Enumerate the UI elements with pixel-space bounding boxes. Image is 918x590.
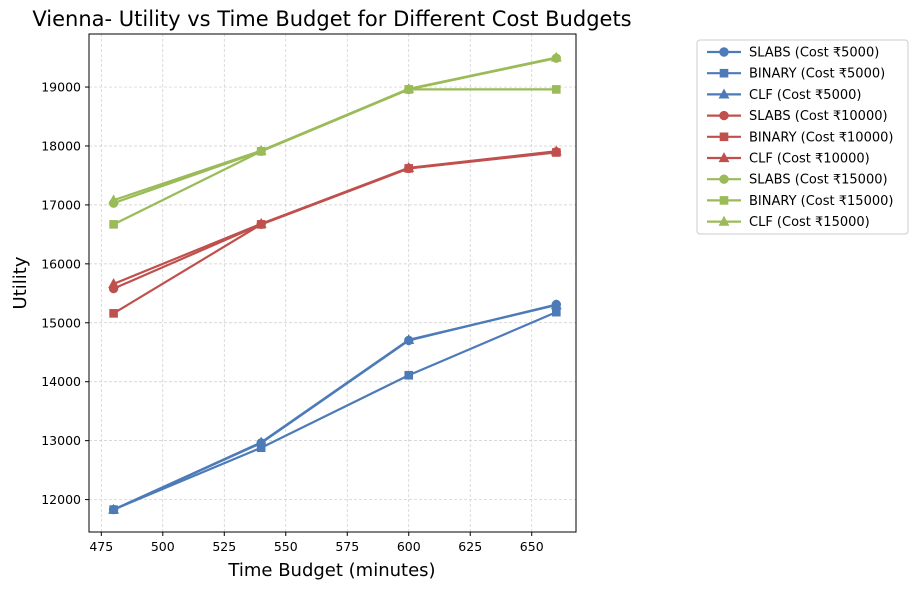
- legend-label: BINARY (Cost ₹10000): [749, 130, 893, 145]
- legend-label: SLABS (Cost ₹15000): [749, 173, 888, 188]
- legend-swatch-marker: [719, 47, 729, 57]
- legend-frame: [696, 39, 909, 235]
- data-point: [404, 370, 414, 380]
- data-point: [403, 334, 415, 344]
- legend-swatch-marker: [718, 88, 730, 99]
- series-line: [113, 304, 557, 511]
- data-point: [109, 220, 118, 229]
- legend-label: CLF (Cost ₹15000): [749, 215, 870, 230]
- data-point: [108, 194, 120, 205]
- legend: SLABS (Cost ₹5000) BINARY (Cost ₹5000) CLF…: [696, 39, 909, 235]
- x-axis-title: Time Budget (minutes): [227, 560, 435, 581]
- legend-label: SLABS (Cost ₹5000): [749, 46, 879, 61]
- legend-entry: BINARY (Cost ₹10000): [707, 130, 893, 145]
- series-line: [113, 88, 557, 226]
- legend-entries: SLABS (Cost ₹5000) BINARY (Cost ₹5000) CLF…: [707, 46, 893, 230]
- data-point: [108, 278, 120, 288]
- x-axis-ticks: 475 500 525 550 575 600 625 650: [89, 532, 544, 554]
- series-line: [113, 151, 557, 315]
- data-point: [255, 217, 267, 228]
- chart-title: Vienna- Utility vs Time Budget for Diffe…: [32, 7, 631, 31]
- data-point: [403, 161, 415, 172]
- y-tick-label: 13000: [41, 433, 81, 448]
- data-point: [552, 307, 561, 317]
- x-tick-label: 625: [458, 539, 482, 554]
- data-point: [403, 82, 415, 93]
- series-line: [113, 57, 557, 205]
- legend-swatch-marker: [718, 215, 730, 226]
- legend-swatch-marker: [719, 196, 729, 205]
- x-tick-label: 500: [151, 539, 175, 554]
- legend-entry: CLF (Cost ₹15000): [707, 215, 870, 230]
- data-point: [255, 144, 267, 155]
- series-3: [108, 299, 562, 514]
- x-tick-label: 600: [397, 539, 421, 554]
- plot-frame: [88, 33, 577, 533]
- series-line: [113, 56, 557, 202]
- series-5: [109, 148, 561, 318]
- series-9: [108, 51, 562, 205]
- legend-label: BINARY (Cost ₹5000): [749, 67, 885, 82]
- x-tick-label: 650: [520, 539, 544, 554]
- y-axis-title: Utility: [10, 256, 31, 309]
- legend-swatch-marker: [719, 132, 729, 142]
- data-point: [550, 299, 562, 310]
- series-layer: [108, 51, 562, 515]
- legend-entry: CLF (Cost ₹5000): [707, 88, 861, 103]
- y-axis-ticks: 12000 13000 14000 15000 16000 17000 18000 19000: [41, 80, 89, 507]
- legend-swatch-marker: [719, 68, 729, 78]
- x-tick-label: 475: [89, 539, 113, 554]
- x-tick-label: 575: [335, 539, 359, 554]
- y-tick-label: 19000: [41, 80, 81, 95]
- data-point: [108, 503, 120, 514]
- series-line: [113, 150, 557, 285]
- series-6: [108, 145, 562, 288]
- series-line: [113, 311, 557, 511]
- y-tick-label: 16000: [41, 256, 81, 271]
- data-point: [550, 51, 562, 62]
- x-tick-label: 525: [212, 539, 236, 554]
- legend-entry: SLABS (Cost ₹15000): [707, 173, 888, 188]
- series-4: [108, 147, 562, 294]
- data-point: [550, 145, 562, 156]
- y-tick-label: 15000: [41, 315, 81, 330]
- data-point: [109, 309, 118, 318]
- legend-label: BINARY (Cost ₹15000): [749, 194, 893, 209]
- data-point: [255, 436, 267, 447]
- y-tick-label: 12000: [41, 492, 81, 507]
- y-tick-label: 14000: [41, 374, 81, 389]
- legend-entry: BINARY (Cost ₹15000): [707, 194, 893, 209]
- legend-label: SLABS (Cost ₹10000): [749, 109, 888, 124]
- legend-entry: BINARY (Cost ₹5000): [707, 67, 885, 82]
- legend-label: CLF (Cost ₹10000): [749, 152, 870, 167]
- series-line: [113, 150, 557, 290]
- x-tick-label: 550: [274, 539, 298, 554]
- legend-entry: SLABS (Cost ₹5000): [707, 46, 879, 61]
- legend-label: CLF (Cost ₹5000): [749, 88, 861, 103]
- legend-entry: SLABS (Cost ₹10000): [707, 109, 888, 124]
- y-tick-label: 18000: [41, 138, 81, 153]
- series-7: [108, 53, 562, 208]
- y-tick-label: 17000: [41, 197, 81, 212]
- legend-swatch-marker: [719, 174, 729, 184]
- legend-swatch-marker: [718, 152, 730, 163]
- legend-entry: CLF (Cost ₹10000): [707, 152, 870, 167]
- series-2: [109, 307, 561, 514]
- data-point: [552, 85, 561, 94]
- series-8: [109, 85, 561, 229]
- legend-swatch-marker: [719, 110, 729, 121]
